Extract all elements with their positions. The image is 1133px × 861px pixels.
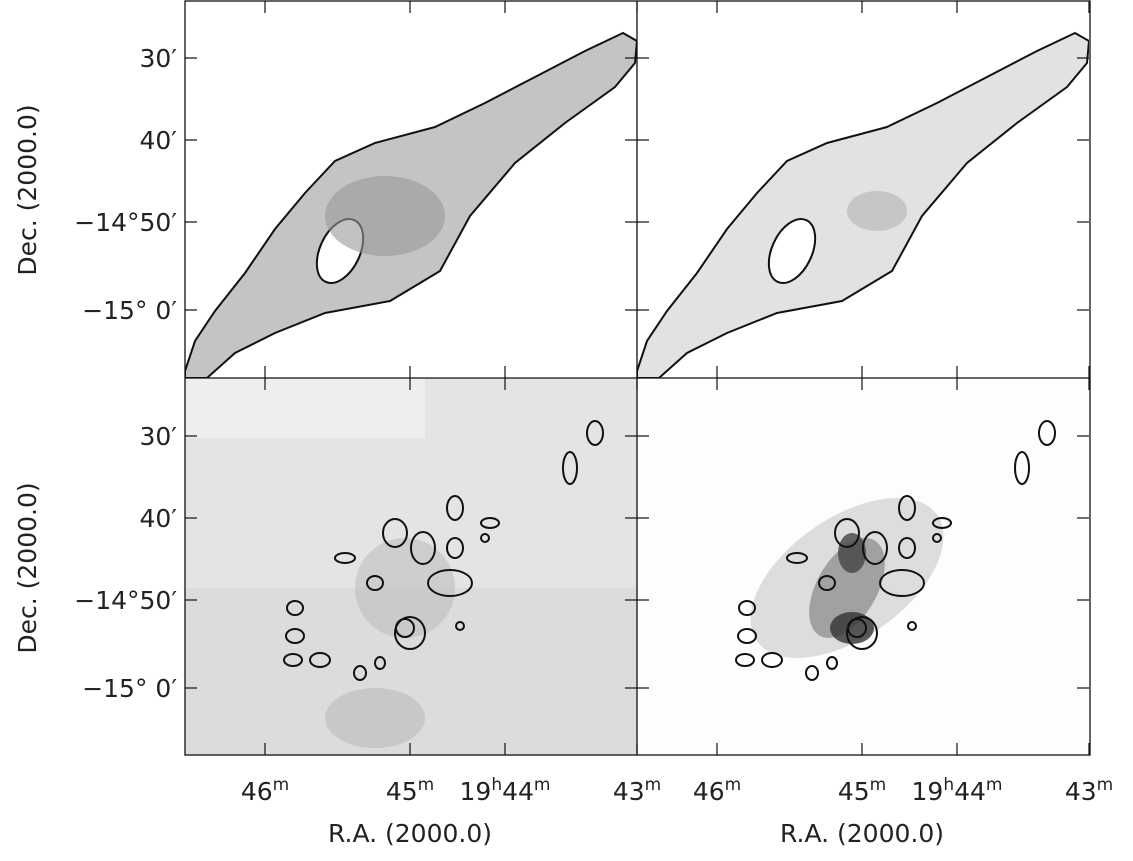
x-tick-label: 46m <box>693 775 741 806</box>
y-tick-label: 30′ <box>140 44 178 73</box>
x-tick-part: m <box>1097 775 1114 795</box>
x-tick-part: h <box>491 775 502 795</box>
x-tick-part: m <box>870 775 887 795</box>
x-tick-part: m <box>273 775 290 795</box>
x-tick-label: 45m <box>838 775 886 806</box>
panel-image <box>185 32 637 378</box>
x-tick-part: 46 <box>693 777 725 806</box>
x-tick-label: 45m <box>386 775 434 806</box>
y-axis-label: Dec. (2000.0) <box>13 104 42 275</box>
y-tick-label: −15° 0′ <box>82 296 177 325</box>
x-tick-part: 19 <box>912 777 944 806</box>
x-axis-label: R.A. (2000.0) <box>780 819 944 848</box>
x-tick-part: h <box>943 775 954 795</box>
x-tick-label: 46m <box>241 775 289 806</box>
panel-image <box>185 378 637 755</box>
x-tick-part: 19 <box>460 777 492 806</box>
x-tick-part: m <box>645 775 662 795</box>
y-axis-label: Dec. (2000.0) <box>13 482 42 653</box>
x-tick-part: 45 <box>838 777 870 806</box>
y-tick-label: 30′ <box>140 422 178 451</box>
panel-image <box>637 32 1089 378</box>
x-tick-part: 44 <box>502 777 534 806</box>
y-tick-label: −15° 0′ <box>82 674 177 703</box>
x-tick-label: 43m <box>1065 775 1113 806</box>
x-tick-part: m <box>418 775 435 795</box>
x-axis-label: R.A. (2000.0) <box>328 819 492 848</box>
x-tick-part: 45 <box>386 777 418 806</box>
x-tick-label: 19h44m <box>912 775 1003 806</box>
x-tick-part: 46 <box>241 777 273 806</box>
x-tick-part: m <box>534 775 551 795</box>
y-tick-label: −14°50′ <box>74 208 177 237</box>
panel-image <box>637 378 1089 755</box>
y-tick-label: 40′ <box>140 504 178 533</box>
y-tick-label: −14°50′ <box>74 586 177 615</box>
x-tick-label: 19h44m <box>460 775 551 806</box>
x-tick-part: 44 <box>954 777 986 806</box>
x-tick-part: 43 <box>613 777 645 806</box>
x-tick-part: 43 <box>1065 777 1097 806</box>
x-tick-part: m <box>725 775 742 795</box>
y-tick-label: 40′ <box>140 126 178 155</box>
x-tick-part: m <box>986 775 1003 795</box>
x-tick-label: 43m <box>613 775 661 806</box>
